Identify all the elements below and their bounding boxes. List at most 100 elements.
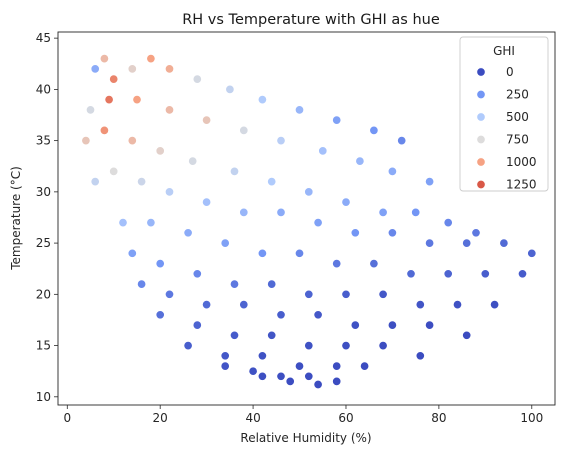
legend-marker <box>476 157 486 167</box>
y-axis: 10 15 20 25 30 35 40 45 <box>36 31 58 404</box>
legend-marker <box>476 112 486 122</box>
data-point <box>294 105 305 115</box>
data-point <box>192 320 202 330</box>
y-tick-label: 35 <box>36 134 51 148</box>
data-point <box>313 218 323 228</box>
data-point <box>276 310 286 320</box>
data-point <box>109 74 119 84</box>
data-point <box>257 351 267 361</box>
data-point <box>276 136 286 146</box>
data-point <box>425 177 435 187</box>
x-tick-label: 60 <box>338 411 353 425</box>
data-point <box>285 376 295 386</box>
legend-marker <box>476 134 486 145</box>
x-axis: 0 20 40 60 80 100 <box>63 405 543 425</box>
plot-frame <box>57 31 556 406</box>
data-point <box>164 187 175 197</box>
data-point <box>387 320 397 330</box>
legend-label: 500 <box>506 110 529 124</box>
y-axis-title: Temperature (°C) <box>9 166 23 271</box>
data-point <box>164 64 175 74</box>
data-point <box>188 156 198 166</box>
data-point <box>313 310 323 320</box>
legend-items: 0 250 500 750 1000 1250 <box>476 65 537 192</box>
data-point <box>341 197 351 207</box>
data-point <box>155 310 165 320</box>
x-tick-label: 20 <box>153 411 168 425</box>
data-point <box>313 379 323 390</box>
data-point <box>341 289 351 299</box>
data-point <box>397 136 407 146</box>
data-point <box>239 300 249 310</box>
data-point <box>127 248 137 258</box>
data-point <box>220 361 230 371</box>
data-point <box>220 351 230 361</box>
data-point <box>355 156 365 166</box>
data-point <box>267 330 277 340</box>
data-point <box>183 341 193 351</box>
data-point <box>202 197 212 207</box>
data-point <box>257 95 267 105</box>
data-point <box>378 341 388 351</box>
data-point <box>164 289 175 299</box>
data-point <box>332 361 342 371</box>
data-point <box>137 279 147 289</box>
data-point <box>294 248 305 258</box>
data-point <box>304 371 314 381</box>
data-point <box>350 320 360 330</box>
data-point <box>132 95 142 105</box>
x-axis-title: Relative Humidity (%) <box>240 431 371 445</box>
data-point <box>99 54 109 64</box>
data-point <box>490 300 500 310</box>
data-point <box>387 228 397 238</box>
data-point <box>229 166 240 176</box>
data-point <box>415 300 425 310</box>
y-tick-label: 25 <box>36 236 51 250</box>
data-point <box>499 238 509 248</box>
y-tick-label: 20 <box>36 287 51 301</box>
data-point <box>350 228 360 238</box>
legend-marker <box>476 89 486 100</box>
data-point <box>104 95 114 105</box>
data-point <box>341 341 351 351</box>
chart-title: RH vs Temperature with GHI as hue <box>182 12 440 28</box>
data-point <box>146 54 156 64</box>
data-point <box>239 125 249 135</box>
data-point <box>99 125 109 135</box>
data-point <box>202 300 212 310</box>
data-point <box>462 330 472 340</box>
y-tick-label: 15 <box>36 339 51 353</box>
data-point <box>276 207 286 217</box>
data-point <box>304 289 314 299</box>
y-tick-label: 10 <box>36 390 51 404</box>
x-tick-label: 0 <box>63 411 71 425</box>
legend-label: 1000 <box>506 155 537 169</box>
legend-label: 750 <box>506 133 529 147</box>
data-point <box>127 64 137 74</box>
data-point <box>127 136 137 146</box>
legend-marker <box>476 179 486 190</box>
data-point <box>155 146 165 156</box>
data-point <box>360 361 370 371</box>
data-point <box>90 177 100 187</box>
data-point <box>81 136 91 146</box>
data-point <box>155 259 165 269</box>
data-point <box>118 218 128 228</box>
data-point <box>90 64 100 74</box>
data-point <box>192 74 202 84</box>
data-point <box>220 238 230 248</box>
data-point <box>229 279 240 289</box>
data-point <box>452 300 463 310</box>
legend: GHI 0 250 500 750 1000 1250 <box>459 36 549 192</box>
legend-label: 0 <box>506 65 514 79</box>
data-point <box>378 207 388 217</box>
data-point <box>411 207 421 217</box>
data-point <box>304 341 314 351</box>
y-tick-label: 40 <box>36 82 51 96</box>
y-tick-label: 45 <box>36 31 51 45</box>
data-point <box>85 105 96 115</box>
data-point <box>202 115 212 125</box>
data-point <box>137 177 147 187</box>
legend-title: GHI <box>493 44 515 58</box>
